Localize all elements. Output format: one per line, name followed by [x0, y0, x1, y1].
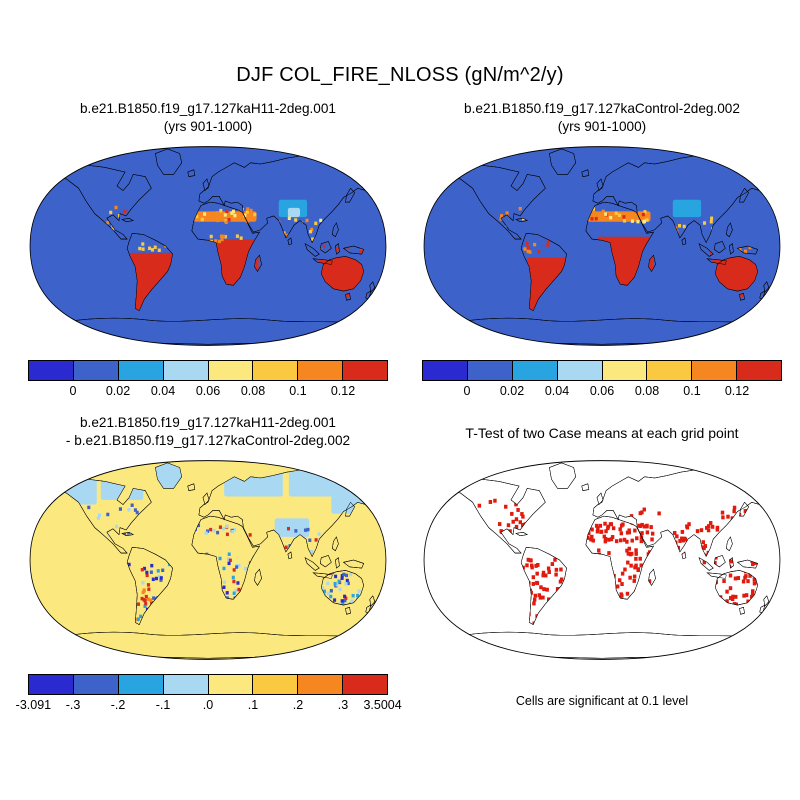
colorbar-cell — [602, 361, 648, 380]
figure-title: DJF COL_FIRE_NLOSS (gN/m^2/y) — [236, 64, 564, 86]
colorbar-tick-label: 0.02 — [499, 384, 525, 398]
colorbar-bar — [28, 360, 388, 381]
colorbar-tick-label: 0 — [463, 384, 471, 398]
colorbar-tick-label: 0.12 — [724, 384, 750, 398]
colorbar-labels: 0 0.02 0.04 0.06 0.08 0.1 0.12 — [28, 384, 388, 400]
colorbar-cell — [647, 361, 693, 380]
panel-bottom-right: T-Test of two Case means at each grid po… — [420, 414, 784, 708]
colorbar-tick-label: .0 — [202, 698, 214, 712]
colorbar-cell — [208, 361, 254, 380]
colorbar-tick-label: .1 — [247, 698, 259, 712]
colorbar-cell — [737, 361, 781, 380]
colorbar-tick-label: 0.08 — [240, 384, 266, 398]
colorbar-cell — [298, 361, 344, 380]
colorbar-tick-label: 0.12 — [330, 384, 356, 398]
colorbar-cell — [557, 361, 603, 380]
ttest-title: T-Test of two Case means at each grid po… — [465, 424, 739, 441]
map-ttest — [423, 460, 781, 660]
colorbar-tick-label: -3.091 — [15, 698, 52, 712]
map-top-right — [423, 146, 781, 346]
colorbar-tick-label: 0.02 — [105, 384, 131, 398]
panel-top-left: b.e21.B1850.f19_g17.127kaH11-2deg.001 (y… — [26, 100, 390, 400]
colorbar-cell — [343, 675, 387, 694]
colorbar-labels: -3.091 -.3 -.2 -.1 .0 .1 .2 .3 3.5004 — [16, 698, 402, 714]
years-range: (yrs 901-1000) — [557, 118, 647, 134]
colorbar-bar — [422, 360, 782, 381]
colorbar-difference: -3.091 -.3 -.2 -.1 .0 .1 .2 .3 3.5004 — [16, 674, 402, 714]
panel-title: b.e21.B1850.f19_g17.127kaH11-2deg.001 - … — [26, 414, 390, 452]
colorbar-cell — [253, 361, 299, 380]
panel-title: T-Test of two Case means at each grid po… — [420, 414, 784, 452]
case-name-subtracted: - b.e21.B1850.f19_g17.127kaControl-2deg.… — [65, 432, 351, 448]
case-name: b.e21.B1850.f19_g17.127kaH11-2deg.001 — [80, 415, 336, 430]
colorbar-cell — [298, 675, 344, 694]
colorbar-tick-label: .3 — [337, 698, 349, 712]
colorbar-tick-label: .2 — [292, 698, 304, 712]
colorbar-tick-label: -.1 — [155, 698, 171, 712]
case-name: b.e21.B1850.f19_g17.127kaControl-2deg.00… — [464, 101, 740, 116]
colorbar-cell — [423, 361, 468, 380]
colorbar-cell — [163, 361, 209, 380]
colorbar-tick-label: 0 — [69, 384, 77, 398]
colorbar-tick-label: -.2 — [110, 698, 126, 712]
colorbar-tick-label: 0.06 — [195, 384, 221, 398]
significance-caption: Cells are significant at 0.1 level — [515, 694, 689, 708]
colorbar-cell — [163, 675, 209, 694]
colorbar-cell — [73, 361, 119, 380]
years-range: (yrs 901-1000) — [163, 118, 253, 134]
colorbar-cell — [29, 361, 74, 380]
colorbar-labels: 0 0.02 0.04 0.06 0.08 0.1 0.12 — [422, 384, 782, 400]
colorbar-tick-label: -.3 — [65, 698, 81, 712]
panel-top-right: b.e21.B1850.f19_g17.127kaControl-2deg.00… — [420, 100, 784, 400]
colorbar-cell — [343, 361, 387, 380]
colorbar-tick-label: 0.1 — [289, 384, 307, 398]
case-name: b.e21.B1850.f19_g17.127kaH11-2deg.001 — [80, 101, 336, 116]
colorbar-cell — [692, 361, 738, 380]
colorbar-top-right: 0 0.02 0.04 0.06 0.08 0.1 0.12 — [422, 360, 782, 400]
panel-bottom-left: b.e21.B1850.f19_g17.127kaH11-2deg.001 - … — [16, 414, 402, 714]
colorbar-tick-label: 0.1 — [683, 384, 701, 398]
colorbar-cell — [73, 675, 119, 694]
colorbar-cell — [118, 675, 164, 694]
map-top-left — [29, 146, 387, 346]
colorbar-cell — [208, 675, 254, 694]
colorbar-cell — [512, 361, 558, 380]
colorbar-cell — [118, 361, 164, 380]
colorbar-tick-label: 0.04 — [150, 384, 176, 398]
colorbar-cell — [29, 675, 74, 694]
colorbar-tick-label: 0.04 — [544, 384, 570, 398]
colorbar-tick-label: 0.06 — [589, 384, 615, 398]
panel-title: b.e21.B1850.f19_g17.127kaH11-2deg.001 (y… — [26, 100, 390, 138]
colorbar-cell — [253, 675, 299, 694]
map-difference — [29, 460, 387, 660]
colorbar-bar — [28, 674, 388, 695]
panel-title: b.e21.B1850.f19_g17.127kaControl-2deg.00… — [420, 100, 784, 138]
colorbar-tick-label: 0.08 — [634, 384, 660, 398]
colorbar-tick-label: 3.5004 — [363, 698, 402, 712]
colorbar-top-left: 0 0.02 0.04 0.06 0.08 0.1 0.12 — [28, 360, 388, 400]
colorbar-cell — [467, 361, 513, 380]
